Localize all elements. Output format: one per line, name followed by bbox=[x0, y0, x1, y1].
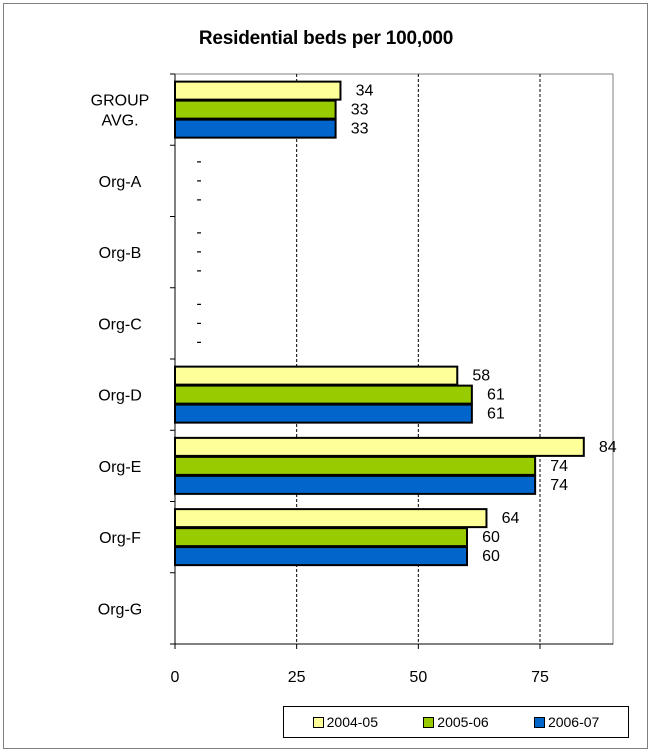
data-label: 64 bbox=[502, 510, 520, 527]
category-label: Org-C bbox=[98, 316, 142, 333]
bar bbox=[174, 80, 342, 101]
bar bbox=[174, 527, 468, 548]
legend-item: 2005-06 bbox=[423, 714, 489, 730]
data-label: 61 bbox=[487, 406, 505, 423]
data-label: - bbox=[196, 262, 201, 279]
data-label: 61 bbox=[487, 387, 505, 404]
data-label: 74 bbox=[550, 458, 568, 475]
data-label: 58 bbox=[472, 368, 490, 385]
category-label: AVG. bbox=[101, 113, 138, 130]
x-tick-label: 25 bbox=[288, 669, 306, 686]
data-label: 74 bbox=[550, 477, 568, 494]
bar bbox=[174, 546, 468, 567]
data-label: 34 bbox=[356, 83, 374, 100]
bar bbox=[174, 455, 537, 476]
legend-swatch bbox=[312, 716, 324, 728]
category-label: Org-D bbox=[98, 388, 142, 405]
category-label: Org-A bbox=[99, 174, 142, 191]
data-label: - bbox=[196, 172, 201, 189]
bar bbox=[174, 365, 459, 386]
legend-swatch bbox=[423, 716, 435, 728]
legend-label: 2005-06 bbox=[437, 714, 489, 730]
category-label: Org-B bbox=[99, 245, 142, 262]
category-label: Org-F bbox=[99, 530, 141, 547]
data-label: - bbox=[196, 243, 201, 260]
data-label: - bbox=[196, 314, 201, 331]
bar bbox=[174, 474, 537, 495]
chart-legend: 2004-05 2005-06 2006-07 bbox=[283, 706, 629, 738]
legend-label: 2006-07 bbox=[547, 714, 600, 730]
data-label: - bbox=[196, 224, 201, 241]
data-label: - bbox=[196, 153, 201, 170]
data-label: 84 bbox=[599, 439, 617, 456]
legend-label: 2004-05 bbox=[326, 714, 379, 730]
data-label: 33 bbox=[351, 102, 369, 119]
data-label: 33 bbox=[351, 121, 369, 138]
data-label: - bbox=[196, 295, 201, 312]
data-label: - bbox=[196, 333, 201, 350]
category-label: GROUP bbox=[91, 93, 150, 110]
data-label: 60 bbox=[482, 548, 500, 565]
bar-chart: 0 25 50 75 GROUP AVG. Org-A Org-B Org-C Org-D Org-… bbox=[91, 73, 617, 686]
legend-item: 2004-05 bbox=[312, 714, 379, 730]
bar bbox=[174, 436, 585, 457]
category-label: Org-E bbox=[99, 459, 142, 476]
x-tick-label: 50 bbox=[409, 669, 427, 686]
bar bbox=[174, 118, 337, 139]
bar bbox=[174, 403, 473, 424]
bar bbox=[174, 384, 473, 405]
data-label: 60 bbox=[482, 529, 500, 546]
bar bbox=[174, 99, 337, 120]
chart-title: Residential beds per 100,000 bbox=[198, 28, 454, 49]
category-label: Org-G bbox=[98, 601, 142, 618]
legend-swatch bbox=[533, 716, 545, 728]
x-tick-label: 75 bbox=[531, 669, 549, 686]
x-tick-label: 0 bbox=[171, 669, 180, 686]
legend-item: 2006-07 bbox=[533, 714, 600, 730]
data-label: - bbox=[196, 191, 201, 208]
bar bbox=[174, 508, 488, 529]
